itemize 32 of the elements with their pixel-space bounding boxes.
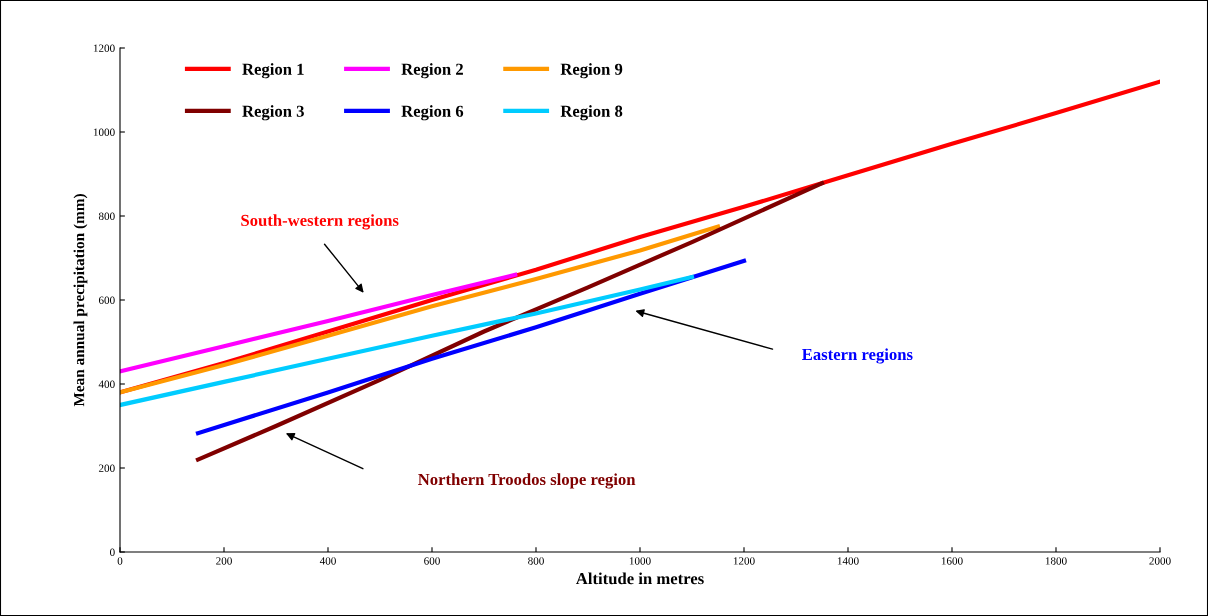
line-series: [195, 258, 747, 436]
x-tick-label: 2000: [1149, 557, 1171, 565]
legend-label: Region 9: [560, 63, 623, 79]
line-series: [120, 272, 518, 374]
legend-label: Region 3: [242, 105, 304, 121]
x-tick-label: 600: [424, 557, 440, 565]
x-tick-label: 1800: [1045, 557, 1067, 565]
x-tick-label: 800: [528, 557, 544, 565]
y-tick-label: 600: [98, 296, 115, 304]
legend-label: Region 8: [560, 105, 623, 121]
annotation: Northern Troodos slope region: [418, 473, 636, 489]
legend-label: Region 6: [401, 105, 464, 121]
y-tick-label: 1200: [93, 44, 115, 52]
x-tick-label: 200: [216, 557, 232, 565]
y-tick-label: 200: [98, 464, 115, 472]
x-tick-label: 1200: [733, 557, 755, 565]
annotation: Eastern regions: [802, 348, 913, 364]
x-tick-label: 1400: [837, 557, 859, 565]
x-tick-label: 1000: [629, 557, 651, 565]
legend-label: Region 1: [242, 63, 304, 79]
y-tick-label: 0: [110, 548, 115, 556]
x-tick-label: 1600: [941, 557, 963, 565]
y-tick-label: 400: [98, 380, 115, 388]
x-tick-label: 400: [319, 557, 336, 565]
y-tick-label: 800: [98, 212, 115, 220]
legend-label: Region 2: [401, 63, 463, 79]
line-series: [120, 274, 695, 408]
y-axis-title: Mean annual precipitation (mm): [73, 194, 88, 407]
y-tick-label: 1000: [93, 128, 115, 136]
x-axis-title: Altitude in metres: [575, 572, 704, 585]
annotation: South-western regions: [241, 214, 399, 230]
x-tick-label: 0: [117, 557, 123, 565]
